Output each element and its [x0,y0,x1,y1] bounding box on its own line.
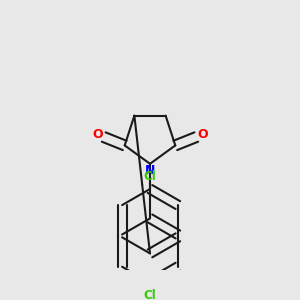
Text: Cl: Cl [144,169,156,183]
Text: Cl: Cl [144,289,156,300]
Text: O: O [92,128,103,141]
Text: N: N [145,164,155,177]
Text: O: O [197,128,208,141]
